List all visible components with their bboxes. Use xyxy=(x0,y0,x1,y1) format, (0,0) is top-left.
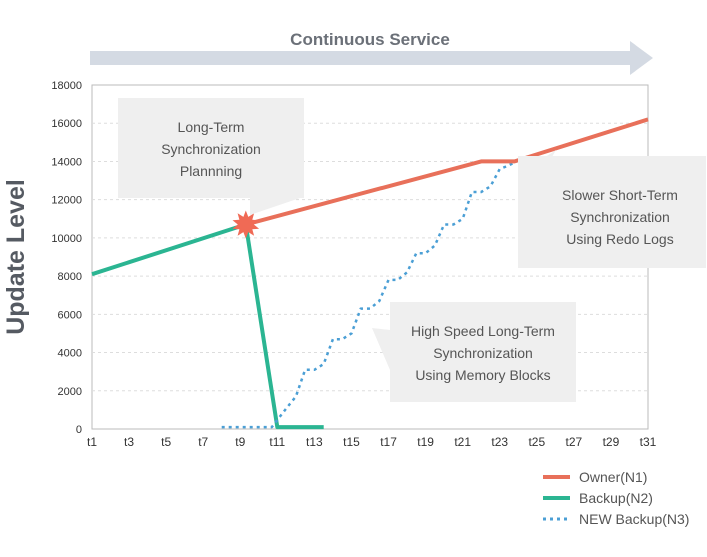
callout-text-line: High Speed Long-Term xyxy=(411,323,555,339)
callout: Slower Short-Term Synchronization Using Re… xyxy=(518,150,706,268)
y-tick-label: 18000 xyxy=(51,80,82,92)
x-tick-label: t3 xyxy=(124,435,134,449)
legend-entry: Backup(N2) xyxy=(543,490,653,506)
callout-text-line: Synchronization xyxy=(161,141,261,157)
x-tick-label: t21 xyxy=(454,435,471,449)
callout-box xyxy=(518,156,706,268)
callout-box xyxy=(390,302,576,402)
legend-label: Owner(N1) xyxy=(579,469,647,485)
legend-entry: Owner(N1) xyxy=(543,469,647,485)
x-tick-label: t7 xyxy=(198,435,208,449)
callout-text-line: Using Redo Logs xyxy=(566,231,673,247)
callout: Long-Term Synchronization Plannning xyxy=(118,98,304,215)
legend-label: Backup(N2) xyxy=(579,490,653,506)
y-axis-label: Update Level xyxy=(2,179,30,335)
x-tick-label: t13 xyxy=(306,435,323,449)
callout-text-line: Slower Short-Term xyxy=(562,187,678,203)
callouts: Long-Term Synchronization Plannning Slower … xyxy=(118,98,706,402)
callout-pointer xyxy=(372,328,390,370)
banner-arrowhead xyxy=(630,41,653,75)
x-tick-label: t31 xyxy=(640,435,657,449)
x-tick-label: t9 xyxy=(235,435,245,449)
x-tick-label: t27 xyxy=(566,435,583,449)
x-tick-label: t17 xyxy=(380,435,397,449)
y-tick-label: 0 xyxy=(76,424,82,436)
x-tick-label: t29 xyxy=(603,435,620,449)
callout-text-line: Plannning xyxy=(180,163,242,179)
x-tick-label: t19 xyxy=(417,435,434,449)
y-tick-label: 2000 xyxy=(58,386,82,398)
callout-box xyxy=(118,98,304,198)
x-axis: t1 t3 t5 t7 t9 t11 t13 t15 t17 t19 t21 t23 t25 t27 t29… xyxy=(87,435,657,449)
callout: High Speed Long-Term Synchronization Using… xyxy=(372,302,576,402)
y-tick-label: 10000 xyxy=(51,233,82,245)
y-tick-label: 8000 xyxy=(58,271,82,283)
y-tick-label: 16000 xyxy=(51,118,82,130)
banner-bar xyxy=(90,51,630,65)
y-tick-label: 12000 xyxy=(51,195,82,207)
series-line xyxy=(91,222,324,430)
x-tick-label: t5 xyxy=(161,435,171,449)
callout-text-line: Long-Term xyxy=(178,119,245,135)
y-tick-label: 14000 xyxy=(51,156,82,168)
x-tick-label: t1 xyxy=(87,435,97,449)
x-tick-label: t11 xyxy=(269,435,285,449)
callout-text-line: Synchronization xyxy=(433,345,533,361)
legend: Owner(N1) Backup(N2) NEW Backup(N3) xyxy=(543,469,689,527)
y-tick-label: 4000 xyxy=(58,348,82,360)
legend-entry: NEW Backup(N3) xyxy=(543,511,689,527)
callout-text-line: Synchronization xyxy=(570,209,670,225)
series-layer xyxy=(91,117,649,430)
y-tick-label: 6000 xyxy=(58,309,82,321)
callout-pointer xyxy=(250,198,300,215)
x-tick-label: t25 xyxy=(528,435,545,449)
star-marker-layer xyxy=(232,210,260,239)
callout-text-line: Using Memory Blocks xyxy=(415,367,550,383)
x-tick-label: t15 xyxy=(343,435,360,449)
legend-label: NEW Backup(N3) xyxy=(579,511,689,527)
continuous-service-banner: Continuous Service xyxy=(90,30,653,75)
banner-label: Continuous Service xyxy=(290,30,450,49)
star-marker xyxy=(232,210,260,239)
x-tick-label: t23 xyxy=(491,435,508,449)
series-line xyxy=(245,117,649,227)
y-axis: 0 2000 4000 6000 8000 10000 12000 14000 16000 180… xyxy=(51,80,82,436)
